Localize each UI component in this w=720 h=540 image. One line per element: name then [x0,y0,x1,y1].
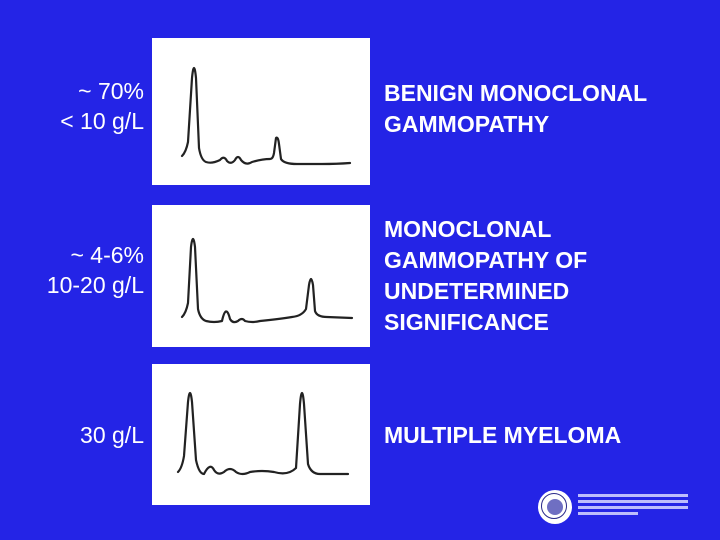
prevalence-percent: ~ 70% [78,78,144,104]
protein-concentration: 10-20 g/L [46,272,144,298]
institution-logo [538,488,718,534]
electrophoresis-trace-2 [180,237,354,324]
diagnosis-label: MULTIPLE MYELOMA [384,422,622,448]
diagnosis-label: BENIGN MONOCLONAL GAMMOPATHY [384,80,648,137]
prevalence-percent: ~ 4-6% [70,242,144,268]
electrophoresis-trace-1 [180,66,352,166]
prevalence-label: ~ 4-6% 10-20 g/L [47,240,144,300]
electrophoresis-panel-1 [152,38,370,185]
protein-concentration: < 10 g/L [60,108,144,134]
protein-concentration: 30 g/L [80,422,144,448]
electrophoresis-trace-3 [176,391,350,476]
prevalence-label: 30 g/L [80,420,144,450]
diagnosis-label: MONOCLONAL GAMMOPATHY OF UNDETERMINED SI… [384,216,588,335]
institution-text-block [578,494,688,518]
electrophoresis-panel-3 [152,364,370,505]
university-seal-icon [538,490,572,524]
electrophoresis-panel-2 [152,205,370,347]
prevalence-label: ~ 70% < 10 g/L [60,76,144,136]
